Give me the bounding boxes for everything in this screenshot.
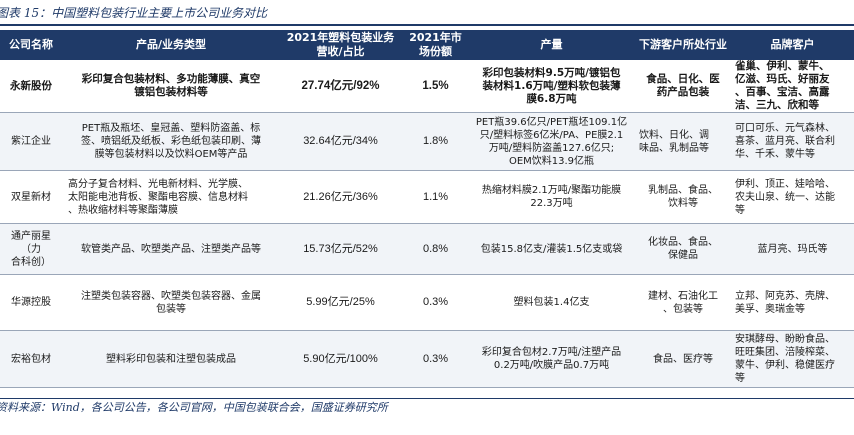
products-cell: 塑料彩印包装和注塑包装成品 [64,330,278,388]
brand-clients-cell: 立邦、阿克苏、壳牌、 美孚、奥瑞金等 [731,274,854,331]
revenue-cell: 15.73亿元/52% [278,223,403,275]
header-brand-clients: 品牌客户 [731,30,854,60]
downstream-cell: 建材、石油化工 、包装等 [635,274,731,331]
brand-clients-cell: 安琪酵母、盼盼食品、 旺旺集团、涪陵榨菜、 蒙牛、伊利、稳健医疗 等 [731,330,854,388]
header-downstream: 下游客户所处行业 [635,30,731,60]
market-share-cell: 0.3% [403,330,468,388]
table-row: 通产丽星（力 合科创） 软管类产品、吹塑类产品、注塑类产品等 15.73亿元/5… [0,223,854,275]
title-divider [0,24,854,26]
downstream-cell: 食品、医疗等 [635,330,731,388]
market-share-cell: 1.8% [403,112,468,171]
figure-title: 图表 15：中国塑料包装行业主要上市公司业务对比 [0,6,268,20]
market-share-cell: 0.3% [403,274,468,331]
table-row: 永新股份 彩印复合包装材料、多功能薄膜、真空 镀铝包装材料等 27.74亿元/9… [0,60,854,113]
output-cell: 热缩材料膜2.1万吨/聚酯功能膜 22.3万吨 [468,170,635,224]
downstream-cell: 食品、日化、医 药产品包装 [635,60,731,113]
brand-clients-cell: 可口可乐、元气森林、 喜茶、蓝月亮、联合利 华、千禾、蒙牛等 [731,112,854,171]
table-row: 宏裕包材 塑料彩印包装和注塑包装成品 5.90亿元/100% 0.3% 彩印复合… [0,330,854,388]
company-name: 华源控股 [0,274,64,331]
products-cell: PET瓶及瓶坯、皇冠盖、塑料防盗盖、标 签、喷铝纸及纸板、彩色纸包装印刷、薄 膜… [64,112,278,171]
revenue-cell: 21.26亿元/36% [278,170,403,224]
output-cell: 彩印复合包材2.7万吨/注塑产品 0.2万吨/吹膜产品0.7万吨 [468,330,635,388]
revenue-cell: 27.74亿元/92% [278,60,403,113]
output-cell: PET瓶39.6亿只/PET瓶坯109.1亿 只/塑料标签6亿米/PA、PE膜2… [468,112,635,171]
company-name: 双星新材 [0,170,64,224]
revenue-cell: 5.99亿元/25% [278,274,403,331]
company-name: 通产丽星（力 合科创） [0,223,64,275]
market-share-cell: 1.1% [403,170,468,224]
products-cell: 注塑类包装容器、吹塑类包装容器、金属 包装等 [64,274,278,331]
company-name: 宏裕包材 [0,330,64,388]
output-cell: 塑料包装1.4亿支 [468,274,635,331]
market-share-cell: 1.5% [403,60,468,113]
output-cell: 包装15.8亿支/灌装1.5亿支或袋 [468,223,635,275]
brand-clients-cell: 蓝月亮、玛氏等 [731,223,854,275]
products-cell: 彩印复合包装材料、多功能薄膜、真空 镀铝包装材料等 [64,60,278,113]
table-row: 华源控股 注塑类包装容器、吹塑类包装容器、金属 包装等 5.99亿元/25% 0… [0,274,854,331]
source-note: 资料来源：Wind，各公司公告，各公司官网，中国包装联合会，国盛证券研究所 [0,401,388,414]
table-row: 双星新材 高分子复合材料、光电新材料、光学膜、 太阳能电池背板、聚酯电容膜、信息… [0,170,854,224]
brand-clients-cell: 雀巢、伊利、蒙牛、 亿滋、玛氏、好丽友 、百事、宝洁、高露 洁、三九、欣和等 [731,60,854,113]
company-name: 永新股份 [0,60,64,113]
market-share-cell: 0.8% [403,223,468,275]
header-revenue: 2021年塑料包装业务 营收/占比 [278,30,403,60]
header-company: 公司名称 [0,30,64,60]
brand-clients-cell: 伊利、顶正、娃哈哈、 农夫山泉、统一、达能 等 [731,170,854,224]
output-cell: 彩印包装材料9.5万吨/镀铝包 装材料1.6万吨/塑料软包装薄 膜6.8万吨 [468,60,635,113]
company-comparison-table: 公司名称 产品/业务类型 2021年塑料包装业务 营收/占比 2021年市 场份… [0,30,854,388]
downstream-cell: 饮料、日化、调 味品、乳制品等 [635,112,731,171]
source-divider [0,398,854,399]
table-header-row: 公司名称 产品/业务类型 2021年塑料包装业务 营收/占比 2021年市 场份… [0,30,854,60]
header-products: 产品/业务类型 [64,30,278,60]
revenue-cell: 5.90亿元/100% [278,330,403,388]
revenue-cell: 32.64亿元/34% [278,112,403,171]
products-cell: 软管类产品、吹塑类产品、注塑类产品等 [64,223,278,275]
header-output: 产量 [468,30,635,60]
products-cell: 高分子复合材料、光电新材料、光学膜、 太阳能电池背板、聚酯电容膜、信息材料 、热… [64,170,278,224]
header-market-share: 2021年市 场份额 [403,30,468,60]
downstream-cell: 化妆品、食品、 保健品 [635,223,731,275]
downstream-cell: 乳制品、食品、 饮料等 [635,170,731,224]
company-name: 紫江企业 [0,112,64,171]
table-row: 紫江企业 PET瓶及瓶坯、皇冠盖、塑料防盗盖、标 签、喷铝纸及纸板、彩色纸包装印… [0,112,854,171]
